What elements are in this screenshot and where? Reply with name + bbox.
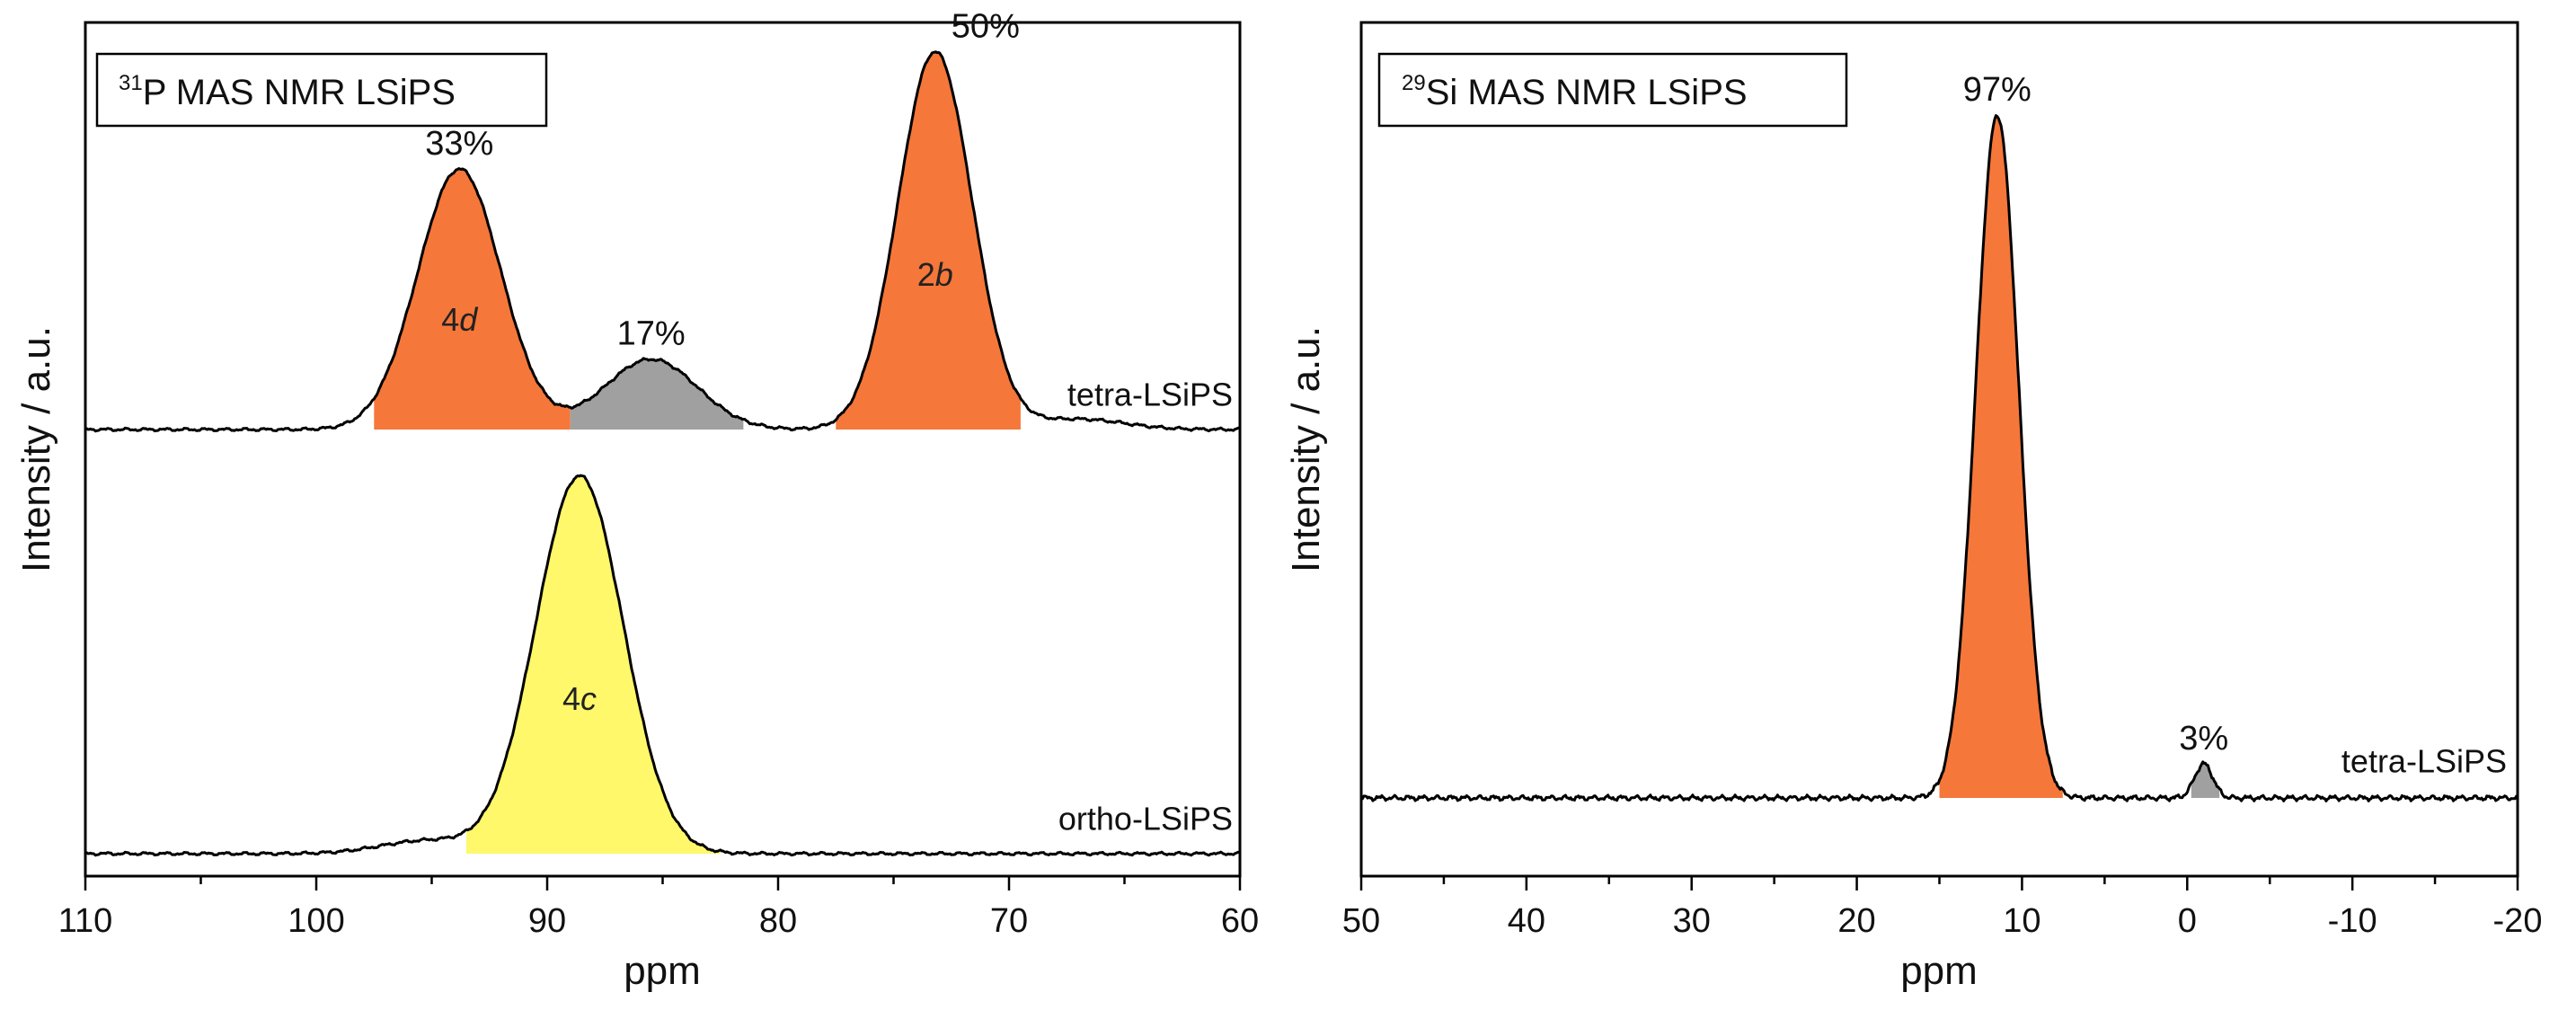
p31-peak-fill-0-0 bbox=[374, 168, 571, 430]
p31-title-box: 31P MAS NMR LSiPS bbox=[95, 52, 548, 128]
p31-peak-percent: 17% bbox=[617, 315, 686, 353]
p31-xtick-label: 100 bbox=[288, 902, 344, 940]
si29-ylabel: Intensity / a.u. bbox=[1284, 326, 1328, 572]
si29-xlabel: ppm bbox=[1900, 949, 1978, 993]
si29-title: Si MAS NMR LSiPS bbox=[1426, 73, 1748, 112]
p31-xlabel: ppm bbox=[624, 949, 701, 993]
p31-site-label: 4c bbox=[562, 680, 597, 717]
si29-peak-percent: 97% bbox=[1963, 71, 2032, 109]
si29-peak-fill-0-0 bbox=[1939, 115, 2063, 799]
p31-series-name-1: ortho-LSiPS bbox=[1058, 800, 1233, 837]
p31-xtick-label: 70 bbox=[990, 902, 1028, 940]
si29-nmr-panel: 50 40 30 20 10 0 -10 -20 ppm Intensity / a.u. 2… bbox=[1284, 21, 2543, 993]
svg-text:31P MAS NMR LSiPS: 31P MAS NMR LSiPS bbox=[119, 71, 456, 112]
p31-series-line-0 bbox=[84, 50, 1242, 433]
si29-xtick-label: 20 bbox=[1837, 902, 1875, 940]
si29-xtick-label: 0 bbox=[2178, 902, 2197, 940]
si29-peak-percent: 3% bbox=[2179, 720, 2228, 758]
p31-peak-fill-0-1 bbox=[570, 358, 744, 430]
p31-xtick-label: 60 bbox=[1221, 902, 1259, 940]
p31-site-label: 2b bbox=[917, 256, 953, 293]
p31-peak-fill-0-2 bbox=[836, 51, 1021, 430]
si29-series-name-0: tetra-LSiPS bbox=[2341, 743, 2507, 780]
p31-xtick-label: 80 bbox=[759, 902, 797, 940]
si29-xtick-label: -20 bbox=[2493, 902, 2543, 940]
p31-xtick-label: 90 bbox=[528, 902, 566, 940]
p31-series-name-0: tetra-LSiPS bbox=[1067, 376, 1233, 412]
si29-series-line-0 bbox=[1360, 114, 2518, 802]
si29-xtick-label: 50 bbox=[1342, 902, 1380, 940]
si29-xtick-label: 40 bbox=[1508, 902, 1545, 940]
si29-xtick-label: -10 bbox=[2328, 902, 2377, 940]
si29-title-box: 29Si MAS NMR LSiPS bbox=[1377, 52, 1848, 128]
si29-peak-fill-0-1 bbox=[2191, 761, 2220, 798]
p31-peak-percent: 33% bbox=[425, 125, 493, 163]
p31-title: P MAS NMR LSiPS bbox=[143, 73, 456, 112]
p31-ylabel: Intensity / a.u. bbox=[14, 326, 58, 572]
si29-title-sup: 29 bbox=[1402, 71, 1426, 95]
si29-xtick-label: 30 bbox=[1673, 902, 1711, 940]
p31-peak-fill-1-0 bbox=[466, 475, 721, 854]
p31-plot-frame bbox=[84, 21, 1242, 878]
p31-xtick-label: 110 bbox=[58, 902, 113, 940]
p31-nmr-panel: 110 100 90 80 70 60 ppm Intensity / a.u. 31P … bbox=[14, 8, 1259, 994]
si29-xtick-label: 10 bbox=[2003, 902, 2040, 940]
p31-series-line-1 bbox=[84, 474, 1241, 857]
p31-title-sup: 31 bbox=[119, 71, 143, 95]
p31-peak-percent: 50% bbox=[952, 8, 1020, 46]
svg-text:29Si MAS NMR LSiPS: 29Si MAS NMR LSiPS bbox=[1402, 71, 1748, 112]
p31-site-label: 4d bbox=[441, 301, 478, 338]
